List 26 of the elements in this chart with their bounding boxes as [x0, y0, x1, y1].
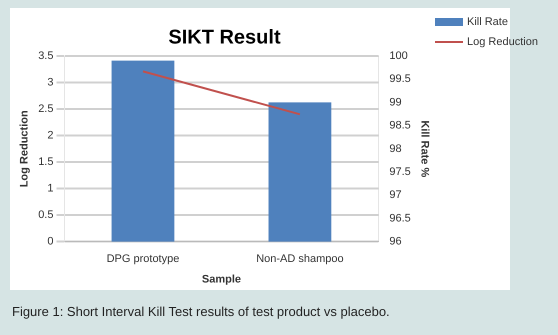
- y2-tick-label: 98: [389, 142, 402, 155]
- y-tick-label: 1.5: [38, 156, 54, 168]
- caption: Figure 1: Short Interval Kill Test results of test product vs placebo.: [11, 304, 391, 319]
- chart-title: SIKT Result: [168, 26, 281, 49]
- y-tick-label: 0.5: [38, 209, 54, 222]
- y-tick-label: 3.5: [38, 50, 54, 62]
- y2-tick-label: 97.5: [389, 166, 411, 178]
- y2-tick-label: 98.5: [389, 120, 411, 132]
- y2-tick-label: 96.5: [389, 212, 411, 224]
- y-axis-title: Log Reduction: [18, 110, 31, 188]
- y-tick-label: 0: [47, 236, 54, 248]
- legend-label: Log Reduction: [467, 36, 538, 48]
- y2-tick-label: 100: [389, 50, 408, 62]
- legend-label: Kill Rate: [467, 16, 508, 28]
- y-tick-label: 1: [47, 182, 54, 195]
- x-axis-title: Sample: [202, 273, 242, 286]
- y2-tick-label: 96: [389, 236, 402, 248]
- x-tick-label: DPG prototype: [106, 253, 180, 266]
- x-tick-label: Non-AD shampoo: [256, 253, 344, 266]
- y-tick-label: 3: [47, 76, 54, 89]
- y2-tick-label: 97: [389, 189, 402, 202]
- y-tick-label: 2.5: [38, 103, 54, 116]
- y2-axis-title: Kill Rate %: [418, 120, 430, 178]
- y2-tick-label: 99.5: [389, 73, 411, 86]
- y2-tick-label: 99: [389, 96, 402, 108]
- y-tick-label: 2: [47, 130, 54, 142]
